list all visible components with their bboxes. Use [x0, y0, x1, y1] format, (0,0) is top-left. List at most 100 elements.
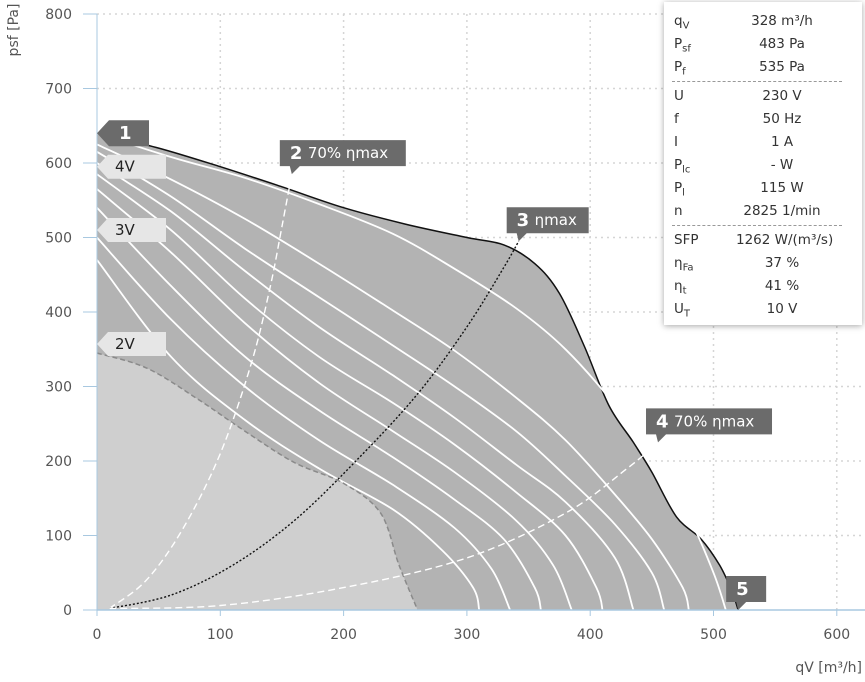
callout-bg	[279, 140, 406, 175]
x-axis-label: qV [m³/h]	[795, 660, 862, 676]
speed-curve	[96, 236, 511, 611]
info-row: ηFa 37 %	[664, 252, 862, 274]
callout-bg	[506, 207, 589, 242]
info-row: U 230 V	[664, 85, 862, 107]
system-curves	[108, 174, 659, 610]
info-row: Pl 115 W	[664, 177, 862, 199]
info-row: ηt 41 %	[664, 275, 862, 297]
callout-number: 2	[290, 143, 303, 164]
info-row-value: 50 Hz	[762, 111, 802, 127]
x-tick-label: 300	[454, 627, 481, 643]
info-row-value: 230 V	[762, 88, 802, 104]
operating-regions	[96, 132, 739, 611]
info-row-value: 2825 1/min	[743, 203, 821, 219]
speed-curve	[96, 259, 481, 611]
y-axis-label: psf [Pa]	[6, 4, 22, 57]
x-tick-label: 500	[700, 627, 727, 643]
info-row-label: Pl	[674, 180, 685, 199]
speed-curve	[96, 207, 542, 611]
info-row-value: 328 m³/h	[751, 13, 813, 29]
callout-label: 70% ηmax	[674, 412, 754, 430]
info-row: SFP 1262 W/(m³/s)	[664, 229, 862, 251]
callouts: 1 2 70% ηmax 3 ηmax 4 70% ηmax 5	[97, 120, 773, 610]
info-separator	[672, 81, 842, 82]
y-tick-label: 500	[45, 231, 72, 247]
speed-curve	[96, 132, 727, 611]
info-row-label: Plc	[674, 157, 691, 176]
info-row-value: 10 V	[766, 301, 798, 317]
speed-curves	[96, 132, 727, 611]
voltage-tag-bg	[97, 218, 166, 243]
info-row: n 2825 1/min	[664, 200, 862, 222]
system-curve-70-right	[109, 441, 659, 610]
info-row-label: ηt	[674, 278, 687, 297]
x-tick-label: 100	[207, 627, 234, 643]
x-tick-label: 200	[330, 627, 357, 643]
info-row-label: U	[674, 88, 684, 104]
info-row: qV 328 m³/h	[664, 10, 862, 32]
callout-number: 1	[119, 123, 132, 144]
y-tick-label: 800	[45, 7, 72, 23]
info-row-label: Psf	[674, 36, 691, 55]
speed-curve	[96, 143, 690, 611]
operating-point-info-panel: qV 328 m³/h Psf 483 Pa Pf 535 Pa U 230 V f 50 Hz I…	[664, 2, 862, 325]
callout-label: ηmax	[535, 211, 577, 229]
info-row-value: 37 %	[764, 255, 800, 271]
speed-curve	[96, 151, 666, 611]
info-row: I 1 A	[664, 131, 862, 153]
speed-curve	[96, 188, 573, 611]
speed-curve-2v	[96, 352, 419, 611]
info-row-value: 483 Pa	[759, 36, 805, 52]
callout-bg	[646, 408, 773, 443]
speed-curve	[96, 173, 604, 611]
inner-region	[97, 353, 418, 610]
callout-number: 3	[517, 210, 530, 231]
envelope-line	[96, 132, 739, 611]
info-row: UT 10 V	[664, 298, 862, 320]
voltage-tag-label: 2V	[115, 335, 136, 353]
info-row-label: n	[674, 203, 683, 219]
info-row-label: I	[674, 134, 678, 150]
info-row-value: - W	[770, 157, 794, 173]
y-tick-label: 100	[45, 529, 72, 545]
y-tick-label: 700	[45, 82, 72, 98]
info-row-value: 41 %	[764, 278, 800, 294]
axes: 0 100 200 300 400 500 600 0 100 200 300 400 500 600 70…	[6, 4, 865, 676]
y-tick-label: 600	[45, 156, 72, 172]
info-row: Plc - W	[664, 154, 862, 176]
info-row-value: 535 Pa	[759, 59, 805, 75]
voltage-tag-label: 4V	[115, 158, 136, 176]
info-row: Pf 535 Pa	[664, 56, 862, 78]
voltage-tag-label: 3V	[115, 221, 136, 239]
x-tick-label: 400	[577, 627, 604, 643]
info-row: Psf 483 Pa	[664, 33, 862, 55]
y-tick-label: 300	[45, 380, 72, 396]
voltage-tags: 4V 3V 2V	[97, 154, 166, 357]
info-row-label: SFP	[674, 232, 699, 248]
callout-bg	[97, 120, 149, 147]
info-row-label: ηFa	[674, 255, 694, 274]
system-curve-max	[109, 240, 520, 610]
y-tick-label: 0	[63, 603, 72, 619]
info-row-value: 1 A	[770, 134, 794, 150]
callout-label: 70% ηmax	[308, 144, 388, 162]
system-curve-70-left	[108, 174, 293, 610]
info-row-value: 1262 W/(m³/s)	[736, 232, 834, 248]
y-tick-label: 400	[45, 305, 72, 321]
callout-number: 4	[656, 411, 669, 432]
x-tick-label: 0	[93, 627, 102, 643]
callout-number: 5	[736, 579, 749, 600]
callout-bg	[726, 576, 767, 610]
info-separator	[672, 225, 842, 226]
voltage-tag-bg	[97, 332, 166, 357]
info-row-label: f	[674, 111, 679, 127]
info-row-value: 115 W	[760, 180, 804, 196]
y-tick-label: 200	[45, 454, 72, 470]
info-row-label: Pf	[674, 59, 686, 78]
info-row-label: qV	[674, 13, 690, 32]
x-tick-label: 600	[823, 627, 850, 643]
speed-curve	[96, 162, 635, 611]
info-row: f 50 Hz	[664, 108, 862, 130]
voltage-tag-bg	[97, 154, 166, 179]
info-row-label: UT	[674, 301, 690, 320]
